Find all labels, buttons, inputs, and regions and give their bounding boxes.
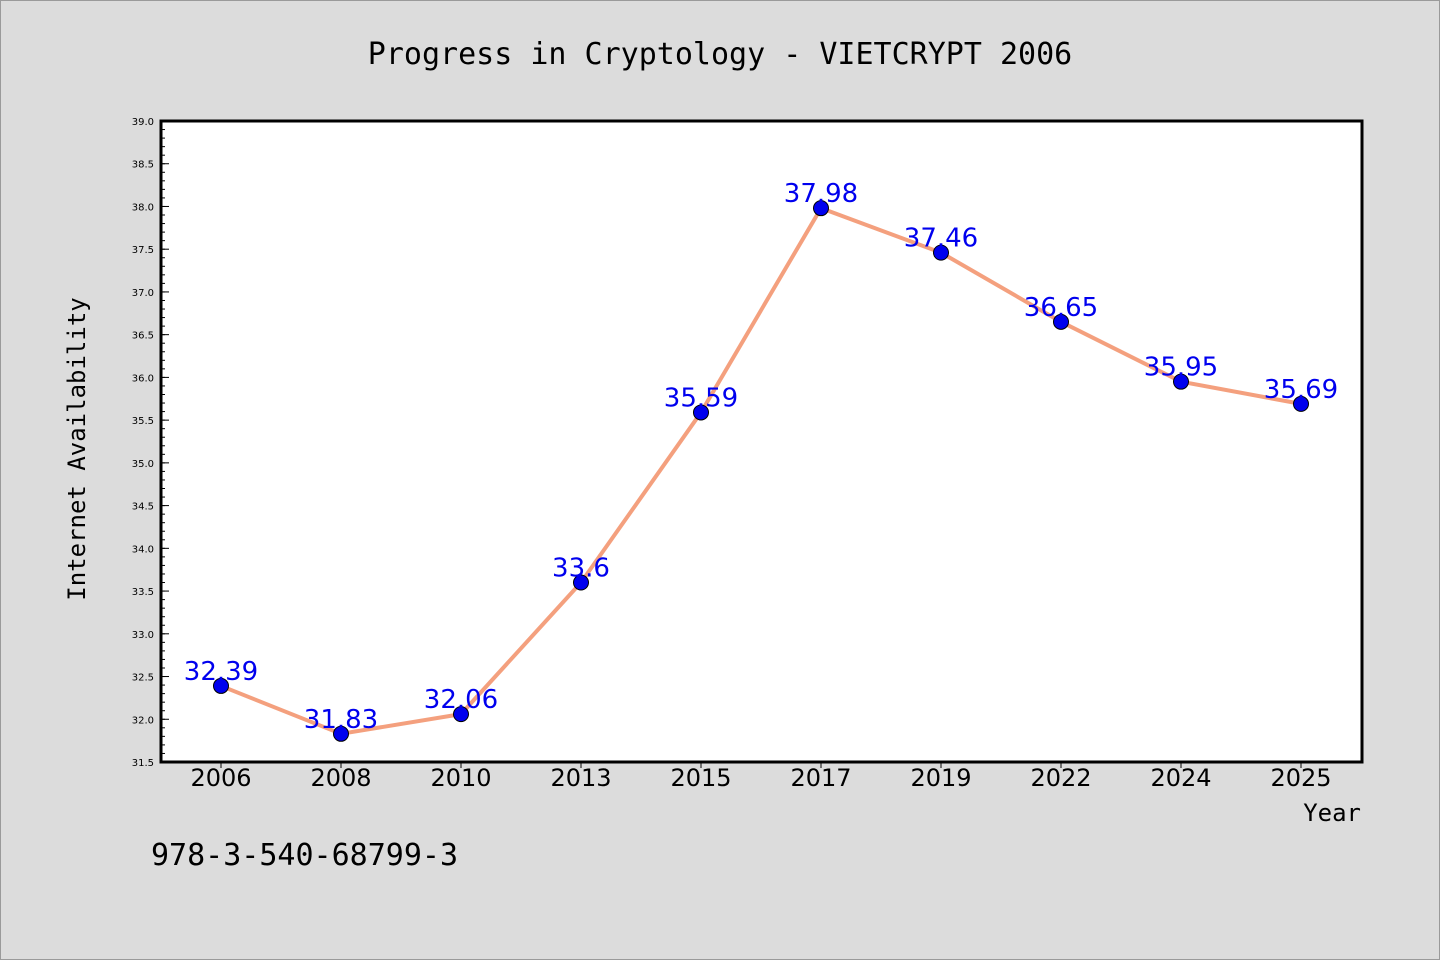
data-point-marker — [573, 574, 589, 591]
y-tick-label: 31.5 — [132, 758, 154, 769]
data-point-marker — [693, 404, 709, 421]
x-tick-label: 2024 — [1150, 764, 1211, 792]
x-tick-label: 2015 — [670, 764, 731, 792]
data-point-label: 32.06 — [424, 685, 498, 715]
y-tick-label: 37.5 — [132, 245, 154, 256]
data-point-marker — [1053, 313, 1069, 330]
y-tick-label: 35.5 — [132, 416, 154, 427]
data-point-label: 35.59 — [664, 383, 738, 413]
x-tick-label: 2017 — [790, 764, 851, 792]
x-tick-label: 2006 — [190, 764, 251, 792]
series-line — [220, 206, 1302, 736]
data-point-marker — [1173, 373, 1189, 390]
y-tick-label: 32.0 — [132, 715, 154, 726]
x-tick-label: 2025 — [1270, 764, 1331, 792]
data-labels-group: 32.39 31.83 32.06 33.6 35.59 37.98 37.46 36.65 3… — [184, 179, 1338, 735]
y-tick-label: 32.5 — [132, 673, 154, 684]
y-tick-label: 36.0 — [132, 373, 154, 384]
data-point-label: 35.95 — [1144, 353, 1218, 383]
isbn-footer: 978-3-540-68799-3 — [151, 838, 458, 873]
y-tick-label: 33.5 — [132, 587, 154, 598]
y-tick-label: 38.0 — [132, 202, 154, 213]
y-tick-label: 35.0 — [132, 459, 154, 470]
series-line-group — [220, 206, 1302, 736]
data-point-label: 35.69 — [1264, 375, 1338, 405]
x-tick-label: 2008 — [310, 764, 371, 792]
plot-area — [159, 119, 1364, 764]
data-point-label: 37.46 — [904, 224, 978, 254]
y-tick-label: 34.5 — [132, 502, 154, 513]
y-tick-label: 37.0 — [132, 288, 154, 299]
x-tick-label: 2013 — [550, 764, 611, 792]
y-axis-label: Internet Availability — [63, 297, 91, 600]
x-tick-label: 2010 — [430, 764, 491, 792]
data-point-marker — [213, 677, 229, 694]
data-point-label: 32.39 — [184, 657, 258, 687]
data-point-label: 36.65 — [1024, 293, 1098, 323]
y-tick-label: 38.5 — [132, 160, 154, 171]
data-point-label: 33.6 — [552, 554, 610, 584]
x-tick-label: 2019 — [910, 764, 971, 792]
y-tick-label: 34.0 — [132, 544, 154, 555]
data-point-marker — [1293, 395, 1309, 412]
y-axis: 31.5 32.0 32.5 33.0 33.5 34.0 34.5 35.0 35.5 36.0… — [132, 117, 169, 769]
data-point-marker — [813, 200, 829, 217]
data-point-label: 37.98 — [784, 179, 858, 209]
x-tick-label: 2022 — [1030, 764, 1091, 792]
data-point-marker — [933, 244, 949, 261]
chart-title: Progress in Cryptology - VIETCRYPT 2006 — [368, 37, 1072, 72]
data-point-marker — [333, 725, 349, 742]
y-tick-label: 36.5 — [132, 331, 154, 342]
x-axis: 2006 2008 2010 2013 2015 2017 2019 2022 2024 2025 — [190, 762, 1332, 792]
data-point-marker — [453, 706, 469, 723]
y-tick-label: 39.0 — [132, 117, 154, 128]
x-axis-label: Year — [1303, 799, 1361, 827]
data-point-label: 31.83 — [304, 705, 378, 735]
markers-group — [213, 200, 1309, 742]
y-tick-label: 33.0 — [132, 630, 154, 641]
